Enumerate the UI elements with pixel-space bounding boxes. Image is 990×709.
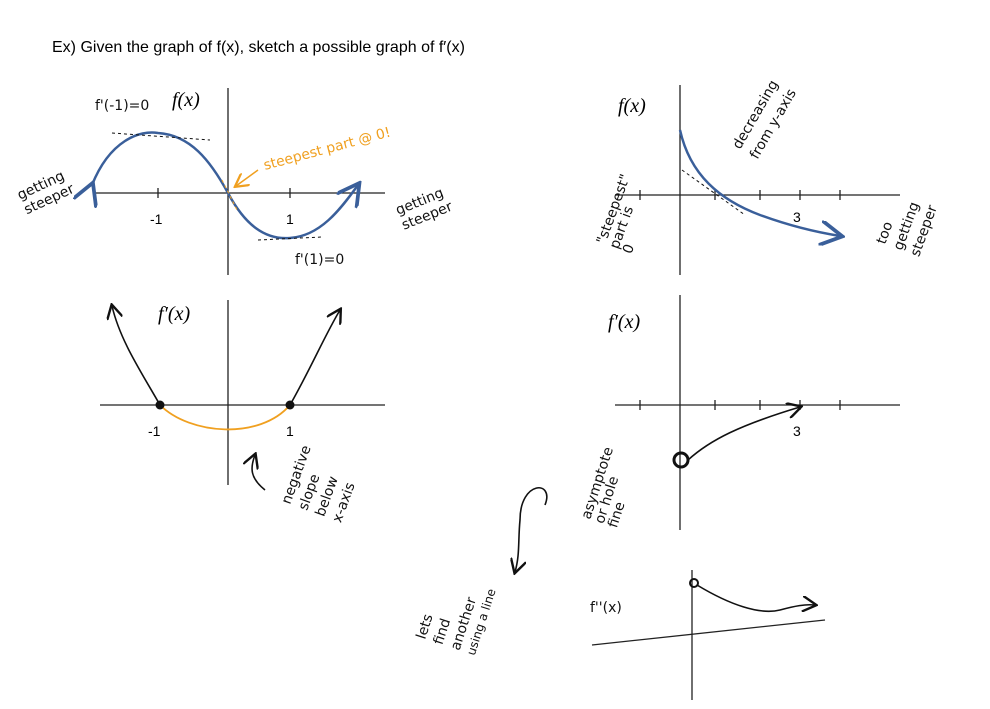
text-line: fine xyxy=(605,500,628,530)
hole xyxy=(672,451,690,469)
curve xyxy=(696,584,815,611)
tick-label: -1 xyxy=(148,423,161,439)
graph-label: f(x) xyxy=(618,95,646,117)
graph-label: f''(x) xyxy=(590,600,622,616)
text-line: steepest part @ 0! xyxy=(262,125,393,174)
note: "steepest"part is0 xyxy=(594,172,660,256)
curve xyxy=(678,129,840,236)
graph-label: f′(x) xyxy=(158,303,190,325)
graph-fsecond: f''(x) xyxy=(590,570,826,700)
note: decreasingfrom y-axis xyxy=(730,76,800,162)
text-line: 0 xyxy=(620,242,638,256)
curve xyxy=(289,310,340,406)
tick-label: 3 xyxy=(793,209,801,225)
curve xyxy=(687,407,800,461)
side-note: letsfindanotherusing a line xyxy=(414,571,499,657)
note: gettingsteeper xyxy=(15,167,77,219)
note: steepest part @ 0! xyxy=(262,125,393,174)
graph-fprime: f′(x) -1 1 negativeslopebelowx-axis xyxy=(100,300,385,525)
point xyxy=(155,400,165,410)
note: gettingsteeper xyxy=(394,184,456,234)
graph-f-2: f(x) 3 decreasingfrom y-axis "steepest"p… xyxy=(594,76,941,275)
graph-fprime-2: f′(x) 3 asymptoteor holefine xyxy=(579,295,900,530)
curve xyxy=(112,306,161,406)
graph-label: f′(x) xyxy=(608,311,640,333)
graph-f: f(x) -1 1 f'(-1)=0 gettingsteeper steepe… xyxy=(15,88,455,275)
x-axis xyxy=(591,619,826,646)
graph-label: f(x) xyxy=(172,89,200,111)
hole xyxy=(689,578,699,588)
note: f'(1)=0 xyxy=(295,252,344,268)
note: f'(-1)=0 xyxy=(95,98,149,114)
curve xyxy=(159,404,291,431)
note: negativeslopebelowx-axis xyxy=(279,443,366,524)
arrow xyxy=(515,487,548,572)
tangent xyxy=(111,132,211,141)
text-line: too xyxy=(874,220,897,247)
tick-label: -1 xyxy=(150,211,163,227)
text-line: lets xyxy=(414,612,437,641)
text-line: f'(-1)=0 xyxy=(95,98,149,114)
note: toogettingsteeper xyxy=(874,191,941,259)
text-line: find xyxy=(431,617,454,647)
point xyxy=(285,400,295,410)
tick-label: 1 xyxy=(286,211,294,227)
tangent xyxy=(257,236,323,241)
arrow xyxy=(252,455,266,491)
tangent xyxy=(681,169,746,216)
tick-label: 3 xyxy=(793,423,801,439)
tick-label: 1 xyxy=(286,423,294,439)
text-line: f'(1)=0 xyxy=(295,252,344,268)
note: asymptoteor holefine xyxy=(579,445,644,530)
arrow xyxy=(236,169,259,186)
title: Ex) Given the graph of f(x), sketch a po… xyxy=(52,39,465,56)
